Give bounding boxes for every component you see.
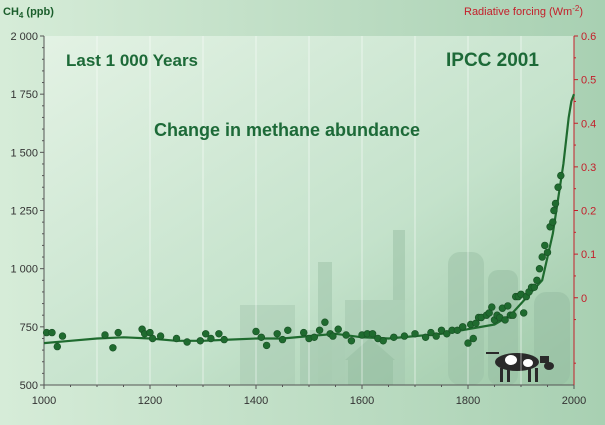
data-point [549, 218, 557, 226]
data-point [504, 302, 512, 310]
x-tick-label: 2000 [562, 395, 586, 407]
data-points [42, 171, 565, 352]
data-point [183, 338, 191, 346]
data-point [53, 342, 61, 351]
data-point [464, 339, 472, 347]
y-tick-label-left: 1 750 [10, 89, 38, 101]
data-point [533, 276, 541, 284]
data-point [215, 330, 223, 338]
data-point [557, 171, 565, 180]
axes [40, 35, 578, 389]
data-point [437, 326, 446, 334]
data-point [310, 333, 318, 341]
data-point [334, 325, 342, 333]
data-point [58, 332, 67, 340]
storage-tank [448, 252, 484, 385]
data-point [315, 326, 324, 334]
data-point [273, 330, 281, 338]
cow-icon [486, 352, 554, 382]
data-point [300, 328, 308, 337]
data-point [400, 332, 409, 340]
data-point [48, 328, 56, 337]
data-point [550, 206, 558, 215]
data-point [453, 326, 462, 334]
x-tick-label: 1000 [32, 395, 56, 407]
chart-title: Change in methane abundance [154, 120, 420, 140]
data-point [368, 330, 377, 338]
data-point [554, 183, 562, 191]
data-point [196, 337, 205, 345]
data-point [148, 334, 157, 343]
grid [96, 36, 522, 385]
y-tick-label-left: 500 [20, 380, 38, 392]
y-tick-label-left: 1 500 [10, 147, 38, 159]
x-tick-label: 1400 [244, 395, 268, 407]
data-point [347, 337, 356, 345]
x-tick-label: 1600 [350, 395, 374, 407]
data-point [432, 332, 440, 340]
data-point [101, 331, 109, 339]
data-point [501, 316, 509, 324]
data-point [321, 318, 329, 326]
data-point [207, 334, 215, 343]
data-point [538, 253, 546, 261]
data-point [488, 303, 496, 311]
y-tick-label-right: 0.1 [581, 249, 596, 261]
x-tick-label: 1200 [138, 395, 162, 407]
annotation-source: IPCC 2001 [446, 50, 539, 71]
data-point [509, 311, 517, 319]
x-tick-label: 1800 [456, 395, 480, 407]
data-point [278, 335, 287, 344]
y-tick-label-right: 0.2 [581, 206, 596, 218]
y-tick-label-right: 0.5 [581, 75, 596, 87]
data-point [172, 334, 181, 343]
y-tick-label-left: 750 [20, 322, 38, 334]
data-point [379, 337, 387, 345]
data-point [519, 309, 528, 317]
barn [348, 360, 393, 385]
data-point [342, 331, 350, 339]
annotation-period: Last 1 000 Years [66, 51, 198, 70]
y-tick-label-left: 1 250 [10, 206, 38, 218]
y-tick-label-right: 0 [581, 293, 587, 305]
data-point [530, 283, 538, 291]
y-tick-label-right: 0.4 [581, 118, 596, 130]
data-point [220, 335, 228, 344]
y-tick-label-right: 0.3 [581, 162, 596, 174]
data-point [543, 248, 552, 257]
data-point [421, 333, 430, 341]
y-tick-label-left: 1 000 [10, 264, 38, 276]
data-point [262, 341, 271, 350]
data-point [390, 333, 398, 341]
data-point [469, 334, 477, 343]
storage-tank [534, 292, 570, 385]
data-point [252, 327, 260, 336]
data-point [329, 332, 337, 340]
barn-roof [345, 338, 395, 360]
data-point [114, 328, 122, 337]
y-tick-label-left: 2 000 [10, 31, 38, 43]
y-tick-label-right: 0.6 [581, 31, 596, 43]
data-point [411, 330, 419, 338]
data-point [535, 265, 544, 273]
axis-title-right: Radiative forcing (Wm-2) [464, 4, 583, 18]
data-point [284, 326, 292, 334]
data-point [541, 241, 549, 250]
data-point [202, 330, 210, 338]
data-point [551, 199, 560, 208]
tick-labels: 2 000 1 750 1 500 1 250 1 000 750 500 0.6 0.5 0.4… [10, 31, 596, 407]
data-point [156, 332, 165, 340]
data-point [427, 328, 435, 337]
axis-title-left: CH4 (ppb) [3, 6, 54, 20]
data-point [257, 333, 265, 341]
data-point [109, 344, 117, 352]
data-point [443, 330, 451, 338]
data-point [459, 323, 467, 331]
